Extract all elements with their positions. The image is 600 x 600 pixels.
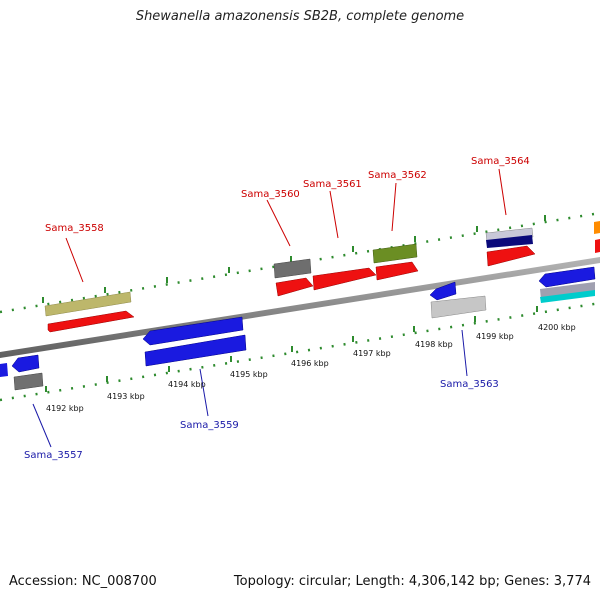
plus-major-ticks [42,215,546,303]
position-label: 4193 kbp [107,392,145,401]
plus-strand-features [44,221,600,333]
gene-block-3564-mid [486,235,533,248]
gene-block-3563-rna [430,295,487,319]
gene-label-plus: Sama_3561 [303,179,362,190]
gene-arrow-3560 [275,277,314,297]
minus-strand-features [0,266,596,391]
position-label: 4196 kbp [291,359,329,368]
gene-block-edge-orange [594,221,600,234]
position-labels: 4192 kbp 4193 kbp 4194 kbp 4195 kbp 4196… [46,323,576,413]
accession-text: Accession: NC_008700 [9,574,157,589]
position-label: 4200 kbp [538,323,576,332]
gene-arrow-3561 [312,267,377,291]
gene-arrow-3559a [142,316,244,346]
gene-arrow-3563 [429,281,457,301]
genome-summary-text: Topology: circular; Length: 4,306,142 bp… [233,574,591,589]
gene-label-plus: Sama_3558 [45,223,104,234]
gene-arrow-3564 [486,245,536,267]
gene-label-plus: Sama_3562 [368,170,427,181]
gene-block-edge-red [595,239,600,253]
gene-block-3562-rna [372,243,418,264]
position-label: 4195 kbp [230,370,268,379]
minus-major-ticks [45,306,538,392]
gene-block-edge-blue [0,363,8,377]
position-label: 4199 kbp [476,332,514,341]
gene-block-3557-rna [13,372,44,391]
gene-label-minus: Sama_3557 [24,450,83,461]
gene-label-minus: Sama_3559 [180,420,239,431]
position-label: 4194 kbp [168,380,206,389]
gene-block-3558-rna [44,291,132,317]
position-label: 4192 kbp [46,404,84,413]
gene-arrow-edge [538,266,596,288]
genome-title: Shewanella amazonensis SB2B, complete ge… [135,9,465,24]
gene-block-edge-cyan [540,290,595,303]
gene-arrow-3562 [375,261,419,281]
gene-arrow-3558 [47,310,135,333]
position-label: 4197 kbp [353,349,391,358]
gene-block-3560-rna [273,258,312,279]
gene-label-plus: Sama_3564 [471,156,530,167]
gene-arrow-3559b [144,334,247,367]
gene-label-minus: Sama_3563 [440,379,499,390]
gene-arrow-3557 [11,354,40,373]
label-connectors [32,168,507,448]
gene-labels: Sama_3558 Sama_3560 Sama_3561 Sama_3562 … [24,156,530,461]
gene-label-plus: Sama_3560 [241,189,300,200]
position-label: 4198 kbp [415,340,453,349]
